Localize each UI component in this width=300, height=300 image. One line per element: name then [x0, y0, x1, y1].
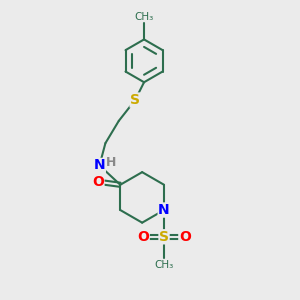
- Text: O: O: [179, 230, 191, 244]
- Text: N: N: [94, 158, 105, 172]
- Text: S: S: [159, 230, 169, 244]
- Text: S: S: [130, 93, 140, 107]
- Text: N: N: [158, 203, 170, 217]
- Text: CH₃: CH₃: [154, 260, 174, 270]
- Text: O: O: [92, 175, 104, 189]
- Text: CH₃: CH₃: [134, 12, 154, 22]
- Text: H: H: [106, 156, 116, 169]
- Text: O: O: [137, 230, 149, 244]
